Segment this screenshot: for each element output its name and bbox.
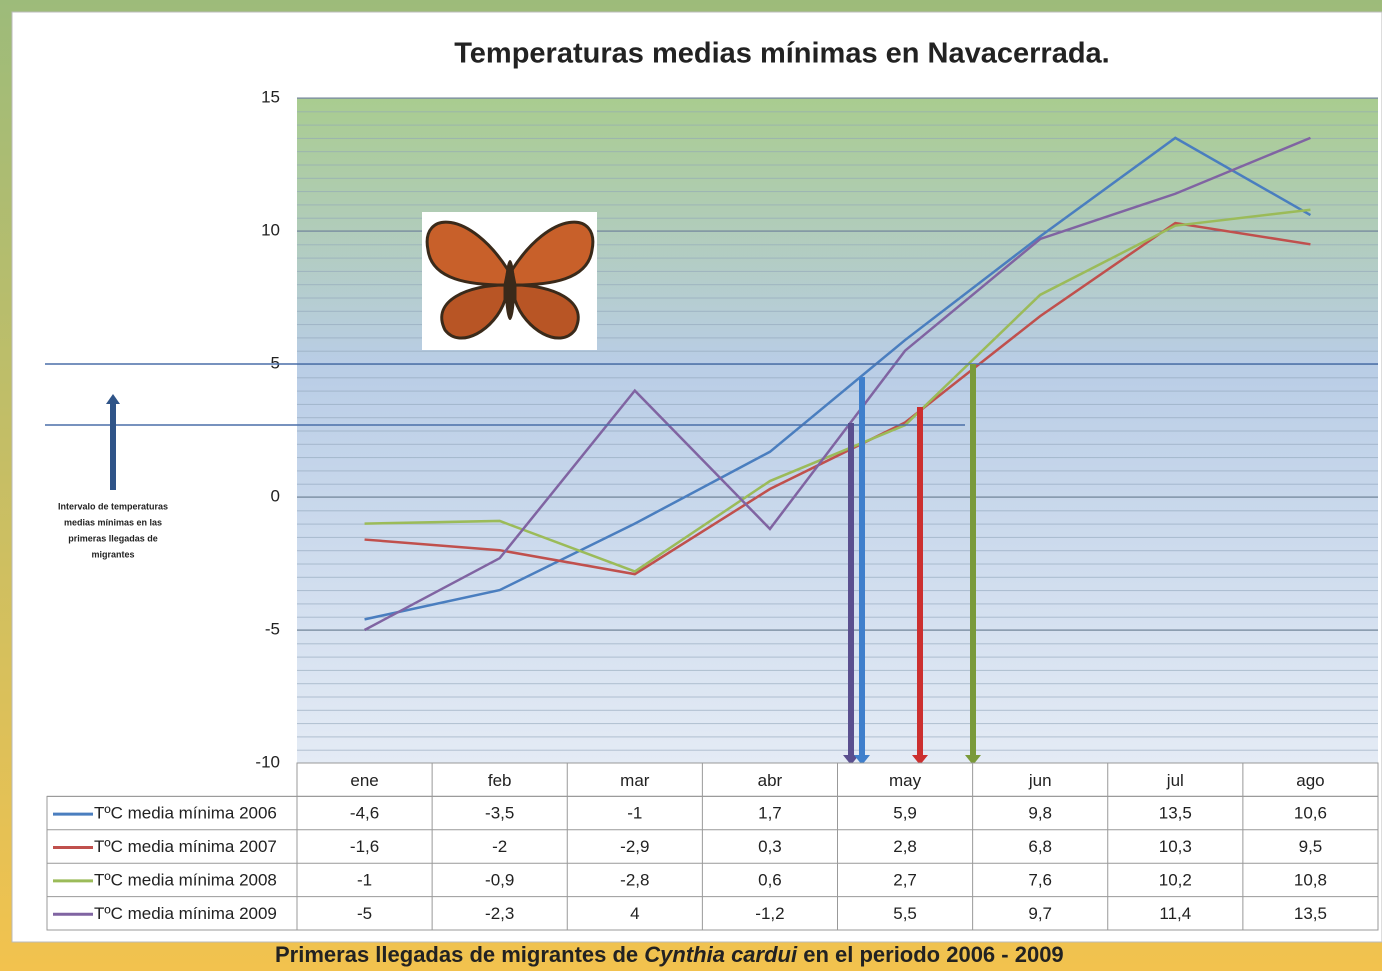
table-value: 5,5 — [893, 904, 917, 923]
table-value: 7,6 — [1028, 870, 1052, 889]
table-value: 9,7 — [1028, 904, 1052, 923]
butterfly-image — [422, 212, 597, 350]
table-value: 0,6 — [758, 870, 782, 889]
x-tick-label: mar — [620, 771, 650, 790]
table-value: -2 — [492, 837, 507, 856]
table-value: -2,3 — [485, 904, 514, 923]
x-tick-label: feb — [488, 771, 512, 790]
table-value: 10,2 — [1159, 870, 1192, 889]
table-value: -1,6 — [350, 837, 379, 856]
x-tick-label: jul — [1166, 771, 1184, 790]
table-value: -1 — [357, 870, 372, 889]
table-value: -2,9 — [620, 837, 649, 856]
table-value: 10,6 — [1294, 804, 1327, 823]
x-tick-label: may — [889, 771, 922, 790]
table-value: -1,2 — [755, 904, 784, 923]
table-value: 0,3 — [758, 837, 782, 856]
x-tick-label: abr — [758, 771, 783, 790]
legend-label: TºC media mínima 2007 — [94, 837, 277, 856]
caption: Primeras llegadas de migrantes de Cynthi… — [275, 942, 1064, 967]
table-value: -3,5 — [485, 804, 514, 823]
table-value: 5,9 — [893, 804, 917, 823]
table-value: 10,8 — [1294, 870, 1327, 889]
minor-grid — [297, 98, 1378, 763]
annotation-text: primeras llegadas de — [68, 533, 158, 543]
y-tick-label: 15 — [261, 87, 280, 106]
table-value: 9,5 — [1299, 837, 1323, 856]
legend-label: TºC media mínima 2009 — [94, 904, 277, 923]
legend-label: TºC media mínima 2008 — [94, 870, 277, 889]
table-value: -1 — [627, 804, 642, 823]
table-value: 4 — [630, 904, 639, 923]
caption-species: Cynthia cardui — [644, 942, 798, 967]
table-value: -0,9 — [485, 870, 514, 889]
table-value: -5 — [357, 904, 372, 923]
x-tick-label: ene — [350, 771, 378, 790]
chart-title: Temperaturas medias mínimas en Navacerra… — [454, 38, 1110, 70]
table-value: 6,8 — [1028, 837, 1052, 856]
table-value: 2,8 — [893, 837, 917, 856]
annotation-text: Intervalo de temperaturas — [58, 501, 168, 511]
y-tick-label: 0 — [271, 486, 280, 505]
legend-label: TºC media mínima 2006 — [94, 804, 277, 823]
y-tick-label: -5 — [265, 619, 280, 638]
y-tick-label: 5 — [271, 353, 280, 372]
y-tick-label: -10 — [255, 752, 280, 771]
x-tick-label: ago — [1296, 771, 1324, 790]
annotation-text: medias mínimas en las — [64, 517, 162, 527]
table-value: -2,8 — [620, 870, 649, 889]
caption-text: Primeras llegadas de migrantes de — [275, 942, 644, 967]
table-value: 10,3 — [1159, 837, 1192, 856]
caption-text: en el periodo 2006 - 2009 — [797, 942, 1064, 967]
annotation-text: migrantes — [91, 549, 134, 559]
table-value: 13,5 — [1294, 904, 1327, 923]
table-value: -4,6 — [350, 804, 379, 823]
table-value: 2,7 — [893, 870, 917, 889]
table-value: 11,4 — [1159, 904, 1191, 923]
table-value: 1,7 — [758, 804, 782, 823]
y-tick-label: 10 — [261, 220, 280, 239]
x-tick-label: jun — [1028, 771, 1052, 790]
page: Temperaturas medias mínimas en Navacerra… — [0, 0, 1382, 971]
chart: Temperaturas medias mínimas en Navacerra… — [0, 0, 1382, 971]
table-value: 9,8 — [1028, 804, 1052, 823]
table-value: 13,5 — [1159, 804, 1192, 823]
